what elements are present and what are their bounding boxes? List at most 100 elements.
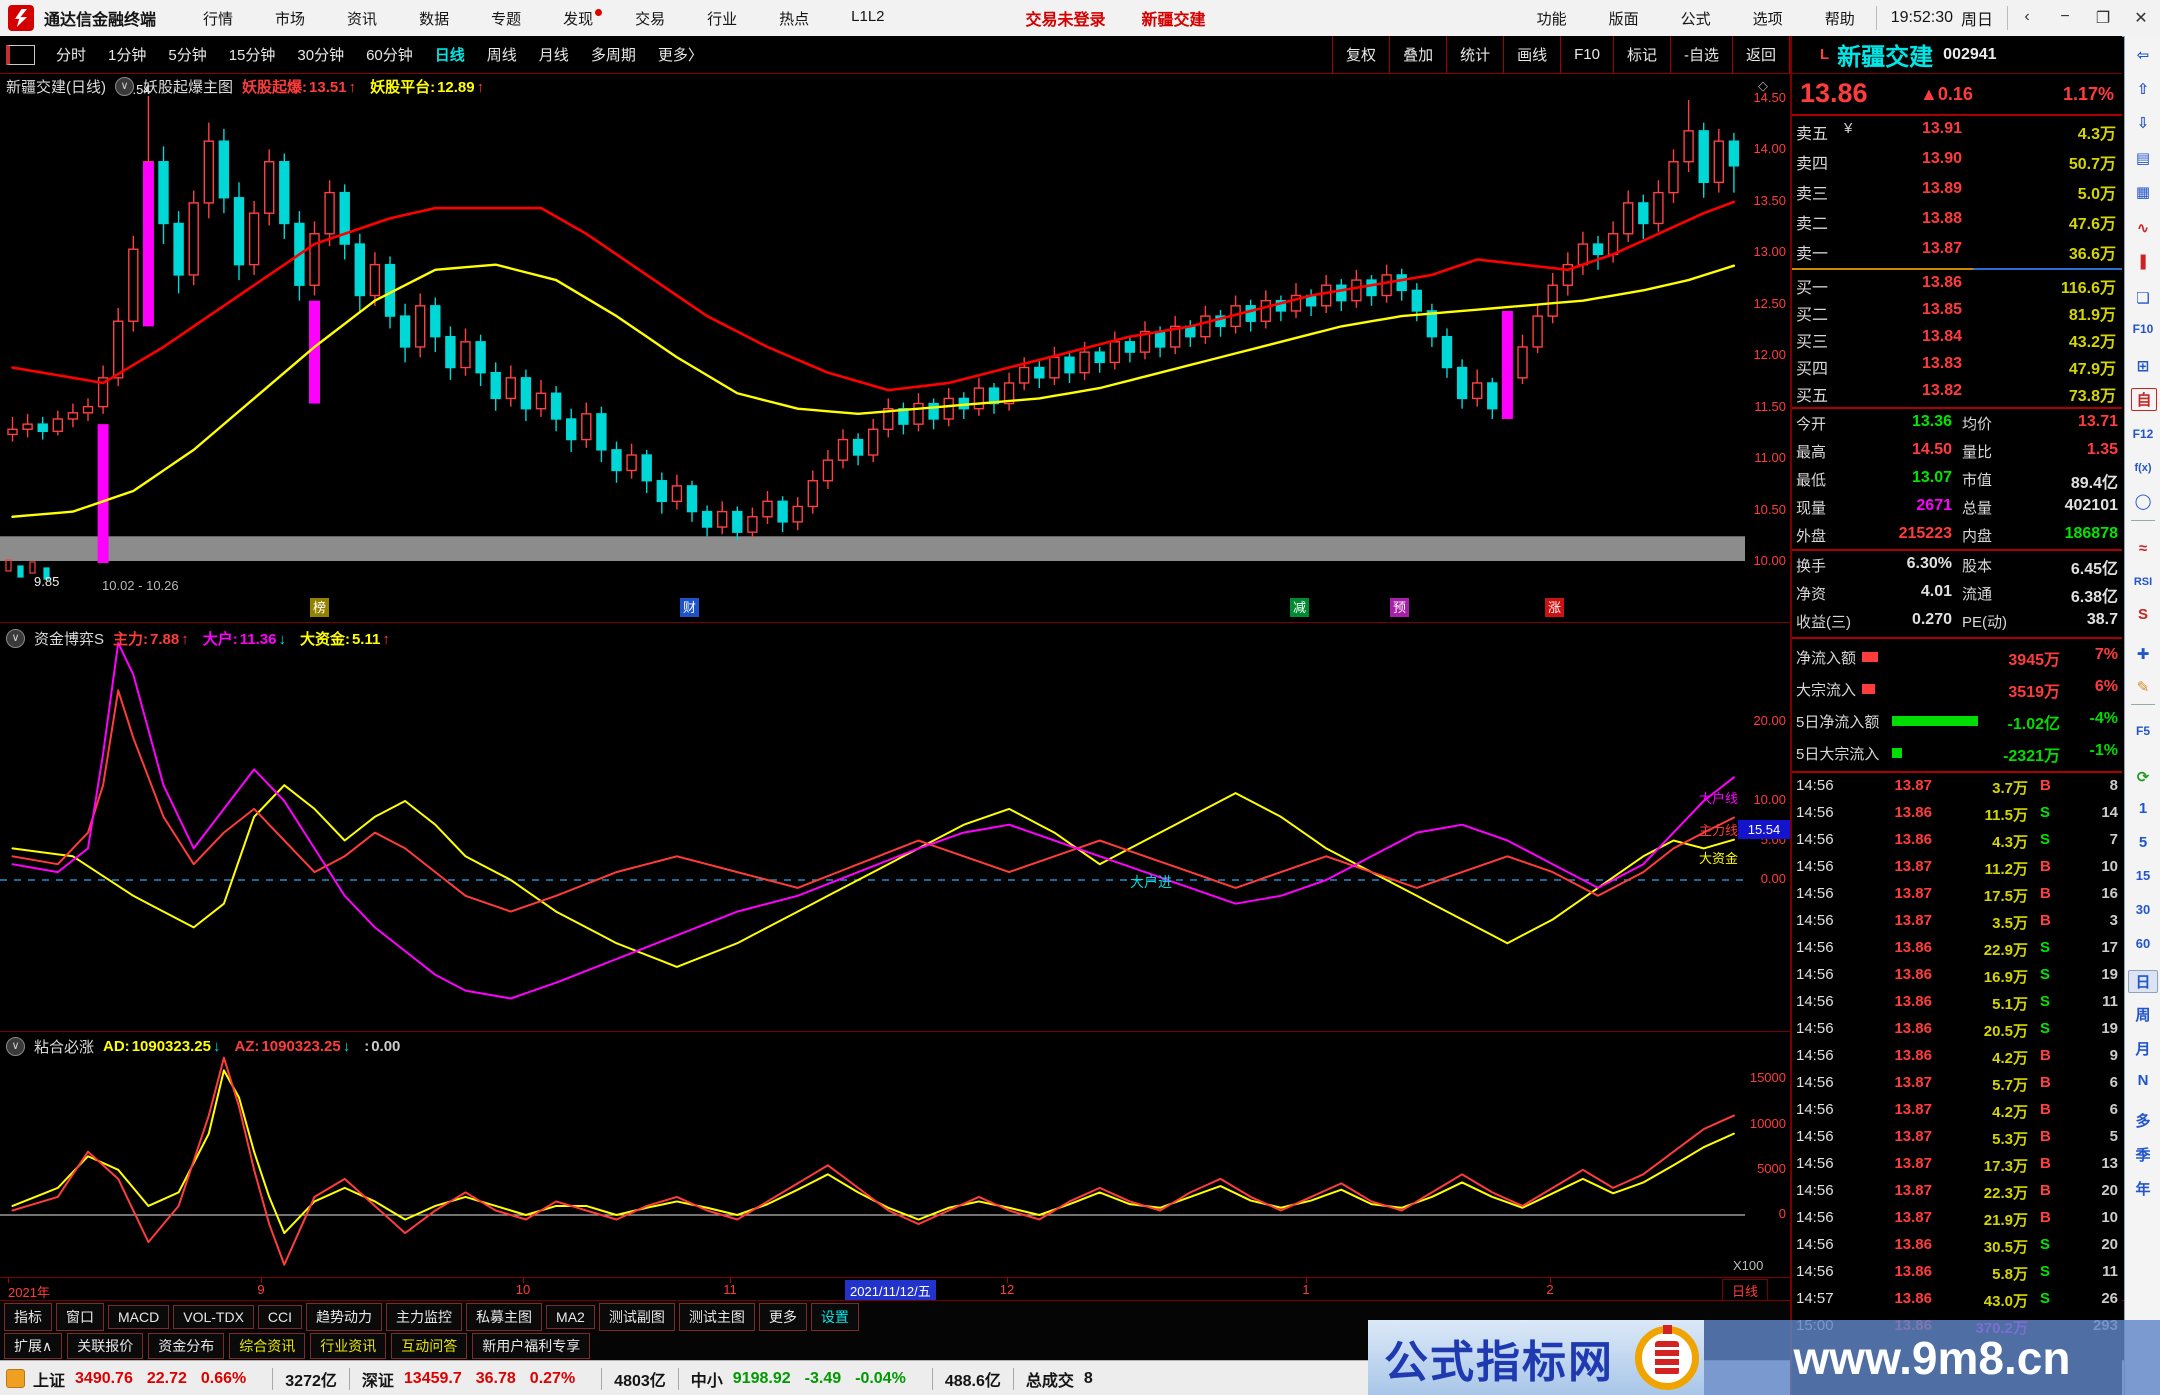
report-icon[interactable]: ▤	[2135, 150, 2151, 167]
indicator-tab[interactable]: VOL-TDX	[173, 1304, 254, 1329]
menu-item[interactable]: 交易	[635, 10, 666, 28]
move-icon[interactable]: ✚	[2136, 646, 2150, 663]
period-tab[interactable]: 15分钟	[228, 47, 276, 64]
marker-diamond-icon[interactable]: ◇	[1758, 78, 1768, 93]
period-tab[interactable]: 周线	[486, 47, 517, 64]
menu-item[interactable]: 专题	[491, 10, 522, 28]
period-quarter-button[interactable]: 季	[2135, 1147, 2151, 1164]
chevron-down-icon[interactable]: ∨	[6, 629, 25, 648]
period-tab[interactable]: 30分钟	[297, 47, 345, 64]
menu-item[interactable]: 行情	[203, 10, 234, 28]
info-tab[interactable]: 新用户福利专享	[472, 1333, 591, 1359]
close-button[interactable]: ✕	[2134, 10, 2148, 27]
toolbar-button[interactable]: 返回	[1731, 36, 1790, 73]
bid-row[interactable]: 买四 13.83 47.9万	[1792, 352, 2122, 379]
indicator-tab[interactable]: MACD	[108, 1304, 170, 1329]
info-tab[interactable]: 资金分布	[148, 1333, 225, 1359]
event-marker-badge[interactable]: 榜	[310, 598, 329, 617]
self-select-button[interactable]: 自	[2131, 388, 2157, 411]
minimize-button[interactable]: −	[2060, 8, 2070, 25]
menu-item[interactable]: 版面	[1608, 10, 1639, 28]
period-tab[interactable]: 60分钟	[366, 47, 413, 64]
bid-row[interactable]: 买二 13.85 81.9万	[1792, 298, 2122, 325]
period-5-button[interactable]: 5	[2138, 834, 2148, 851]
menu-item[interactable]: 功能	[1536, 10, 1567, 28]
f12-button[interactable]: F12	[2132, 427, 2154, 441]
indicator-tab[interactable]: 趋势动力	[306, 1302, 383, 1331]
info-tab[interactable]: 关联报价	[67, 1333, 144, 1359]
scroll-up-icon[interactable]: ⇧	[2136, 81, 2150, 98]
trend-chart-icon[interactable]: ∿	[2136, 220, 2150, 237]
indicator-tab[interactable]: 测试主图	[678, 1302, 755, 1331]
sticky-panel-name[interactable]: 粘合必涨	[34, 1039, 95, 1056]
info-tab[interactable]: 扩展∧	[4, 1333, 63, 1359]
period-tab[interactable]: 5分钟	[168, 47, 207, 64]
menu-item[interactable]: 选项	[1752, 10, 1783, 28]
formula-icon[interactable]: f(x)	[2134, 462, 2152, 474]
event-marker-badge[interactable]: 涨	[1545, 598, 1564, 617]
event-marker-badge[interactable]: 减	[1290, 598, 1309, 617]
period-n-button[interactable]: N	[2137, 1072, 2149, 1089]
menu-item[interactable]: 数据	[419, 10, 450, 28]
restore-button[interactable]: ❐	[2095, 10, 2111, 27]
period-tab[interactable]: 更多〉	[657, 47, 703, 64]
event-marker-badge[interactable]: 预	[1390, 598, 1409, 617]
structure-icon[interactable]: ⊞	[2136, 358, 2150, 375]
overlay-indicator-name[interactable]: 妖股起爆主图	[143, 79, 234, 96]
menu-item[interactable]: 帮助	[1824, 10, 1855, 28]
indicator-tab[interactable]: 设置	[810, 1302, 859, 1331]
indicator-tab[interactable]: 私募主图	[466, 1302, 543, 1331]
window-layout-icon[interactable]	[6, 44, 35, 65]
info-tab[interactable]: 综合资讯	[229, 1333, 306, 1359]
circle-icon[interactable]: ◯	[2134, 493, 2152, 510]
period-tab[interactable]: 多周期	[590, 47, 636, 64]
nav-back-button[interactable]: ‹	[2024, 8, 2030, 25]
indicator-tab[interactable]: 指标	[4, 1302, 52, 1331]
chevron-down-icon[interactable]: ∨	[6, 1037, 25, 1056]
menu-item[interactable]: 行业	[707, 10, 738, 28]
period-60-button[interactable]: 60	[2135, 936, 2151, 951]
period-week-button[interactable]: 周	[2135, 1007, 2151, 1024]
menu-item[interactable]: 公式	[1680, 10, 1711, 28]
period-month-button[interactable]: 月	[2135, 1041, 2151, 1058]
fund-battle-chart[interactable]	[0, 625, 1790, 1030]
toolbar-button[interactable]: 复权	[1332, 36, 1389, 73]
ask-row[interactable]: 卖四 13.90 50.7万	[1792, 146, 2122, 176]
toolbar-button[interactable]: F10	[1560, 36, 1613, 73]
fund-panel-name[interactable]: 资金博弈S	[34, 631, 105, 648]
quote-table-icon[interactable]: ▦	[2135, 184, 2151, 201]
menu-item[interactable]: L1L2	[851, 7, 885, 25]
pages-icon[interactable]: ❏	[2136, 290, 2150, 307]
draw-icon[interactable]: ✎	[2136, 679, 2150, 696]
axis-period-label[interactable]: 日线	[1722, 1279, 1769, 1302]
period-tab[interactable]: 1分钟	[108, 47, 147, 64]
menu-item[interactable]: 热点	[779, 10, 810, 28]
sticky-rise-chart[interactable]	[0, 1033, 1790, 1276]
ask-row[interactable]: 卖一 13.87 36.6万	[1792, 236, 2122, 266]
period-year-button[interactable]: 年	[2135, 1181, 2151, 1198]
indicator-tab[interactable]: CCI	[257, 1304, 303, 1329]
bid-row[interactable]: 买五 13.82 73.8万	[1792, 379, 2122, 406]
menu-item[interactable]: 市场	[275, 10, 306, 28]
ask-row[interactable]: 卖五 ¥13.91 4.3万	[1792, 116, 2122, 146]
candlestick-chart[interactable]	[0, 74, 1790, 622]
period-day-button[interactable]: 日	[2128, 970, 2158, 993]
back-icon[interactable]: ⇦	[2136, 47, 2150, 64]
toolbar-button[interactable]: 叠加	[1389, 36, 1446, 73]
scroll-down-icon[interactable]: ⇩	[2136, 115, 2150, 132]
rsi-button[interactable]: RSI	[2133, 576, 2153, 588]
login-status[interactable]: 交易未登录	[1025, 12, 1106, 29]
indicator-tab[interactable]: MA2	[546, 1304, 595, 1329]
indicator-tab[interactable]: 主力监控	[386, 1302, 463, 1331]
period-15-button[interactable]: 15	[2135, 868, 2151, 883]
period-1-button[interactable]: 1	[2138, 800, 2148, 817]
indicator-tab[interactable]: 测试副图	[598, 1302, 675, 1331]
ask-row[interactable]: 卖二 13.88 47.6万	[1792, 206, 2122, 236]
info-tab[interactable]: 行业资讯	[310, 1333, 387, 1359]
indicator-tab[interactable]: 窗口	[56, 1302, 104, 1331]
period-tab[interactable]: 日线	[434, 47, 465, 64]
indicator-tab[interactable]: 更多	[758, 1302, 807, 1331]
period-tab[interactable]: 月线	[538, 47, 569, 64]
wave-icon[interactable]: ≈	[2138, 540, 2148, 557]
bid-row[interactable]: 买三 13.84 43.2万	[1792, 325, 2122, 352]
